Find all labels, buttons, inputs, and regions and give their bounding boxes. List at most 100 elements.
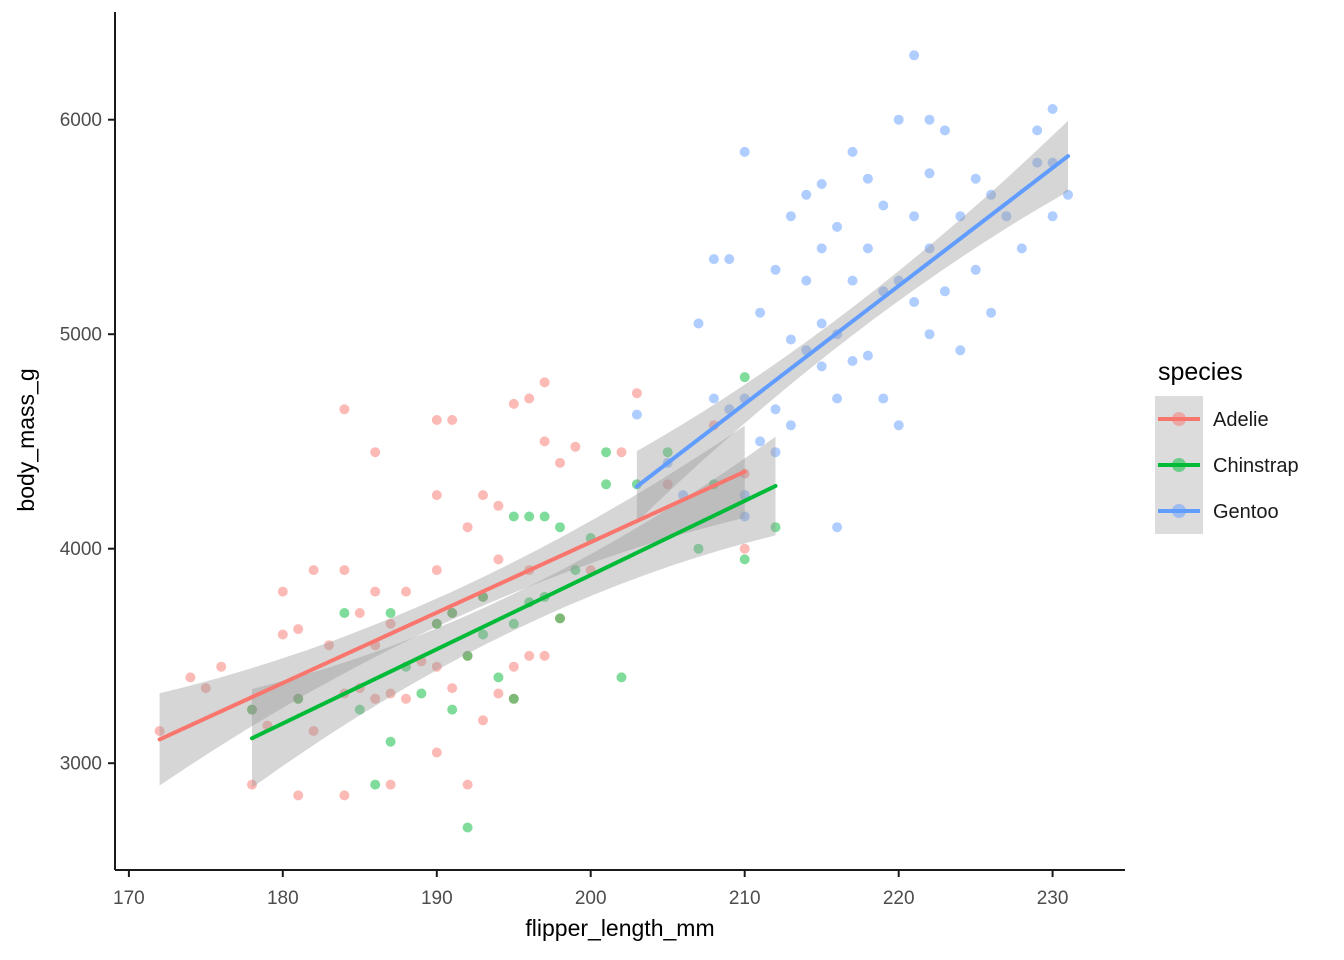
y-tick-label: 3000	[60, 754, 102, 775]
data-point-adelie	[570, 441, 581, 452]
data-point-adelie	[431, 415, 442, 425]
data-point-chinstrap	[508, 511, 519, 522]
data-point-adelie	[401, 693, 411, 704]
data-point-gentoo	[924, 329, 935, 340]
data-point-gentoo	[878, 393, 889, 404]
data-point-chinstrap	[739, 554, 750, 565]
data-point-chinstrap	[431, 618, 442, 629]
data-point-gentoo	[770, 447, 781, 458]
data-point-gentoo	[785, 334, 796, 345]
data-point-adelie	[431, 747, 442, 758]
data-point-gentoo	[1063, 189, 1073, 200]
data-point-chinstrap	[493, 672, 504, 683]
x-axis-ticks: 170 180 190 200 210 220 230	[113, 870, 1068, 909]
data-point-adelie	[539, 377, 550, 388]
data-point-chinstrap	[539, 511, 550, 522]
data-point-chinstrap	[693, 543, 704, 554]
data-point-adelie	[308, 726, 319, 736]
data-point-gentoo	[939, 286, 950, 297]
data-point-gentoo	[801, 275, 812, 286]
data-point-gentoo	[847, 275, 858, 286]
data-point-adelie	[339, 565, 350, 576]
data-point-adelie	[401, 586, 411, 597]
data-point-chinstrap	[524, 511, 535, 522]
data-point-gentoo	[862, 350, 873, 361]
x-tick-label: 170	[113, 888, 145, 909]
data-point-adelie	[339, 404, 350, 415]
x-tick-label: 190	[421, 888, 453, 909]
data-point-chinstrap	[462, 822, 473, 833]
data-point-chinstrap	[508, 693, 519, 704]
data-point-chinstrap	[601, 479, 612, 490]
data-point-adelie	[478, 715, 488, 726]
data-point-gentoo	[909, 297, 920, 307]
data-point-adelie	[524, 650, 535, 661]
data-point-adelie	[370, 447, 381, 458]
data-point-chinstrap	[570, 565, 581, 576]
data-point-chinstrap	[555, 522, 565, 533]
data-point-adelie	[277, 629, 288, 640]
data-point-adelie	[739, 543, 750, 554]
trend-line-chinstrap	[250, 484, 778, 741]
data-point-gentoo	[832, 221, 843, 232]
legend-key-point-gentoo	[1172, 504, 1186, 518]
data-point-chinstrap	[555, 613, 565, 624]
data-point-gentoo	[955, 211, 966, 222]
data-point-gentoo	[770, 404, 781, 415]
data-point-chinstrap	[616, 672, 627, 683]
x-axis-title: flipper_length_mm	[525, 915, 714, 941]
data-point-gentoo	[893, 114, 904, 125]
data-point-adelie	[247, 779, 257, 790]
data-point-gentoo	[832, 522, 843, 533]
x-tick-label: 210	[729, 888, 761, 909]
data-point-adelie	[431, 490, 442, 501]
data-point-adelie	[508, 398, 519, 409]
data-point-gentoo	[986, 307, 997, 318]
data-point-chinstrap	[339, 608, 350, 618]
data-point-gentoo	[816, 179, 827, 189]
data-point-gentoo	[816, 361, 827, 372]
y-axis-title: body_mass_g	[13, 368, 39, 511]
data-point-adelie	[385, 688, 396, 699]
data-point-gentoo	[770, 264, 781, 275]
data-point-gentoo	[755, 436, 766, 447]
trend-line-adelie	[157, 469, 747, 742]
data-point-gentoo	[970, 173, 981, 184]
legend-label-gentoo: Gentoo	[1213, 501, 1279, 523]
data-point-gentoo	[724, 254, 735, 265]
legend-label-chinstrap: Chinstrap	[1213, 455, 1299, 477]
data-point-gentoo	[693, 318, 704, 329]
legend-key-point-chinstrap	[1172, 458, 1186, 472]
x-tick-label: 200	[575, 888, 607, 909]
data-point-adelie	[339, 790, 350, 801]
data-point-chinstrap	[601, 447, 612, 458]
data-point-gentoo	[739, 146, 750, 157]
data-point-adelie	[308, 565, 319, 576]
data-point-gentoo	[955, 345, 966, 356]
data-point-gentoo	[631, 409, 642, 420]
data-point-chinstrap	[447, 608, 458, 618]
data-point-adelie	[216, 661, 227, 672]
data-point-adelie	[462, 522, 473, 533]
data-point-gentoo	[739, 511, 750, 522]
data-point-adelie	[370, 586, 381, 597]
x-tick-label: 230	[1037, 888, 1069, 909]
data-point-chinstrap	[770, 522, 781, 533]
data-point-adelie	[385, 618, 396, 629]
data-point-chinstrap	[662, 447, 673, 458]
legend-key-point-adelie	[1172, 412, 1186, 426]
data-point-adelie	[493, 688, 504, 699]
data-point-chinstrap	[508, 618, 519, 629]
data-point-gentoo	[862, 243, 873, 254]
legend: species Adelie Chinstrap Gentoo	[1155, 358, 1299, 534]
data-point-adelie	[462, 779, 473, 790]
data-point-adelie	[508, 661, 519, 672]
trend-lines	[157, 154, 1070, 742]
data-point-chinstrap	[739, 372, 750, 383]
y-axis-ticks: 3000 4000 5000 6000	[60, 110, 115, 775]
data-point-chinstrap	[385, 736, 396, 747]
data-point-gentoo	[785, 211, 796, 222]
data-point-gentoo	[755, 307, 766, 318]
data-point-gentoo	[847, 356, 858, 366]
